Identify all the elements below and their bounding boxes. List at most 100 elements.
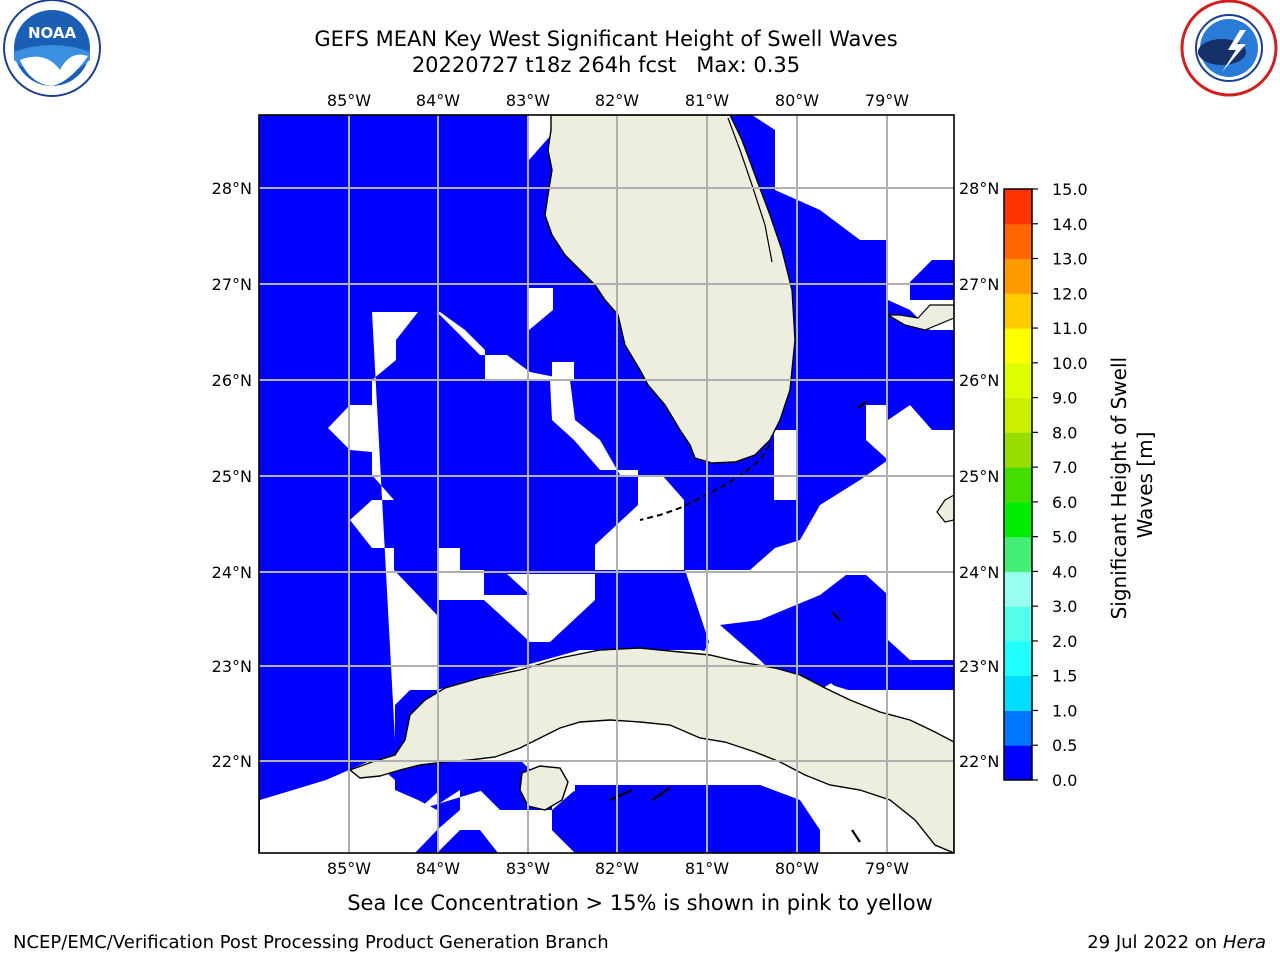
colorbar-segment	[1004, 710, 1032, 746]
longitude-label: 83°W	[506, 859, 550, 878]
longitude-label: 79°W	[865, 91, 909, 110]
latitude-labels-left: 28°N 27°N 26°N 25°N 24°N 23°N 22°N	[212, 179, 252, 771]
longitude-label: 80°W	[775, 859, 819, 878]
small-islets	[609, 401, 867, 843]
colorbar-segment	[1004, 189, 1032, 225]
map-frame	[258, 114, 955, 854]
colorbar-segment	[1004, 501, 1032, 538]
colorbar-segment	[1004, 745, 1032, 781]
florida-landmass	[544, 115, 796, 464]
colorbar-tick-label: 4.0	[1052, 562, 1077, 581]
latitude-label: 24°N	[212, 563, 252, 582]
longitude-label: 84°W	[416, 91, 460, 110]
noaa-logo-text: NOAA	[28, 24, 77, 42]
colorbar-segment	[1004, 258, 1032, 294]
longitude-label: 79°W	[865, 859, 909, 878]
colorbar-segment	[1004, 362, 1032, 399]
longitude-label: 85°W	[327, 859, 371, 878]
no-data-region	[437, 548, 460, 570]
longitude-label: 84°W	[416, 859, 460, 878]
colorbar-segment	[1004, 223, 1032, 260]
cuba-landmass	[348, 647, 954, 853]
longitude-label: 85°W	[327, 91, 371, 110]
colorbar-tick-label: 13.0	[1052, 250, 1088, 269]
noaa-logo: NOAA	[3, 0, 101, 97]
colorbar-tick-label: 3.0	[1052, 597, 1077, 616]
bahamas-island	[936, 494, 954, 523]
colorbar-tick-label: 6.0	[1052, 493, 1077, 512]
latitude-label: 22°N	[959, 752, 999, 771]
colorbar-tick-label: 11.0	[1052, 319, 1088, 338]
latitude-label: 27°N	[959, 275, 999, 294]
longitude-label: 81°W	[685, 859, 729, 878]
colorbar-tick-label: 1.0	[1052, 701, 1077, 720]
colorbar-tick-label: 1.5	[1052, 667, 1077, 686]
latitude-label: 28°N	[959, 179, 999, 198]
swell-field-cell	[552, 785, 820, 853]
colorbar-segment	[1004, 606, 1032, 642]
latitude-label: 26°N	[212, 371, 252, 390]
colorbar-tick-label: 8.0	[1052, 423, 1077, 442]
chart-title: GEFS MEAN Key West Significant Height of…	[0, 26, 1212, 78]
latitude-label: 25°N	[959, 467, 999, 486]
colorbar-label-line-2: Waves [m]	[1133, 432, 1157, 539]
bahamas-island	[885, 304, 954, 331]
footer-date-text: 29 Jul 2022 on	[1087, 932, 1223, 953]
colorbar-segment	[1004, 675, 1032, 711]
longitude-label: 82°W	[595, 859, 639, 878]
no-data-region	[437, 570, 595, 642]
title-line-1: GEFS MEAN Key West Significant Height of…	[314, 27, 898, 51]
colorbar-tick-label: 5.0	[1052, 528, 1077, 547]
no-data-region	[529, 115, 551, 160]
colorbar-tick-label: 0.5	[1052, 736, 1077, 755]
colorbar-tick-labels: 0.0 0.5 1.0 1.5 2.0 3.0 4.0 5.0 6.0 7.0 8.0 9.0 10.0…	[1032, 180, 1088, 790]
latitude-label: 23°N	[212, 657, 252, 676]
map-plot-area	[258, 114, 955, 854]
footer-branch: NCEP/EMC/Verification Post Processing Pr…	[13, 932, 609, 953]
latitude-label: 24°N	[959, 563, 999, 582]
swell-field-cell	[720, 575, 888, 690]
no-data-region	[529, 288, 553, 330]
no-data-region	[866, 405, 888, 460]
no-data-region	[552, 362, 574, 380]
isla-de-la-juventud	[519, 765, 569, 811]
latitude-label: 23°N	[959, 657, 999, 676]
no-data-region	[260, 312, 684, 853]
title-line-2: 20220727 t18z 264h fcst Max: 0.35	[411, 53, 801, 77]
longitude-label: 80°W	[775, 91, 819, 110]
footer-machine: Hera	[1222, 932, 1266, 953]
longitude-label: 83°W	[506, 91, 550, 110]
latitude-label: 26°N	[959, 371, 999, 390]
colorbar	[1003, 188, 1033, 781]
colorbar-label: Significant Height of Swell Waves [m]	[1107, 351, 1157, 620]
latitude-label: 27°N	[212, 275, 252, 294]
sea-ice-caption: Sea Ice Concentration > 15% is shown in …	[347, 891, 933, 915]
colorbar-tick-label: 10.0	[1052, 354, 1088, 373]
colorbar-tick-label: 12.0	[1052, 284, 1088, 303]
no-data-region	[752, 115, 954, 330]
colorbar-segment	[1004, 328, 1032, 364]
latitude-label: 22°N	[212, 752, 252, 771]
colorbar-frame	[1003, 188, 1033, 781]
colorbar-segment	[1004, 467, 1032, 503]
colorbar-segment	[1004, 432, 1032, 468]
longitude-labels-bottom: 85°W 84°W 83°W 82°W 81°W 80°W 79°W	[327, 859, 909, 878]
colorbar-tick-label: 7.0	[1052, 458, 1077, 477]
colorbar-tick-label: 9.0	[1052, 389, 1077, 408]
colorbar-tick-label: 0.0	[1052, 771, 1077, 790]
longitude-label: 82°W	[595, 91, 639, 110]
colorbar-segment	[1004, 397, 1032, 433]
longitude-label: 81°W	[685, 91, 729, 110]
latitude-labels-right: 28°N 27°N 26°N 25°N 24°N 23°N 22°N	[959, 179, 999, 771]
footer-date: 29 Jul 2022 on Hera	[1087, 932, 1266, 953]
colorbar-label-line-1: Significant Height of Swell	[1107, 357, 1131, 619]
latitude-label: 25°N	[212, 467, 252, 486]
colorbar-segment	[1004, 536, 1032, 572]
florida-keys	[639, 444, 771, 521]
florida-coastline-detail	[727, 117, 773, 263]
colorbar-tick-label: 14.0	[1052, 215, 1088, 234]
latitude-label: 28°N	[212, 179, 252, 198]
nws-logo	[1180, 0, 1278, 97]
colorbar-tick-label: 15.0	[1052, 180, 1088, 199]
